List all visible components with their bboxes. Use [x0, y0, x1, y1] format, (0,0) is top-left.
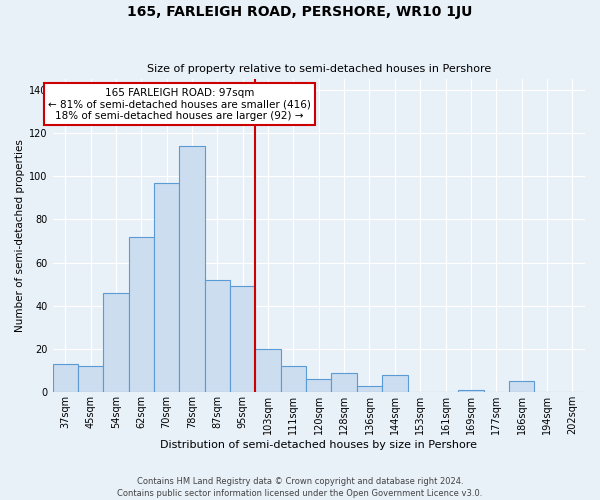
Bar — [357, 386, 382, 392]
Text: 165, FARLEIGH ROAD, PERSHORE, WR10 1JU: 165, FARLEIGH ROAD, PERSHORE, WR10 1JU — [127, 5, 473, 19]
X-axis label: Distribution of semi-detached houses by size in Pershore: Distribution of semi-detached houses by … — [160, 440, 477, 450]
Bar — [230, 286, 256, 393]
Text: Contains HM Land Registry data © Crown copyright and database right 2024.
Contai: Contains HM Land Registry data © Crown c… — [118, 476, 482, 498]
Bar — [78, 366, 103, 392]
Bar — [382, 375, 407, 392]
Bar — [154, 182, 179, 392]
Bar — [205, 280, 230, 392]
Bar — [509, 382, 534, 392]
Bar — [256, 349, 281, 393]
Bar — [458, 390, 484, 392]
Bar — [103, 293, 128, 392]
Bar — [53, 364, 78, 392]
Bar — [179, 146, 205, 392]
Text: 165 FARLEIGH ROAD: 97sqm
← 81% of semi-detached houses are smaller (416)
18% of : 165 FARLEIGH ROAD: 97sqm ← 81% of semi-d… — [48, 88, 311, 121]
Bar — [128, 236, 154, 392]
Bar — [306, 380, 331, 392]
Bar — [281, 366, 306, 392]
Bar — [331, 373, 357, 392]
Title: Size of property relative to semi-detached houses in Pershore: Size of property relative to semi-detach… — [146, 64, 491, 74]
Y-axis label: Number of semi-detached properties: Number of semi-detached properties — [15, 139, 25, 332]
